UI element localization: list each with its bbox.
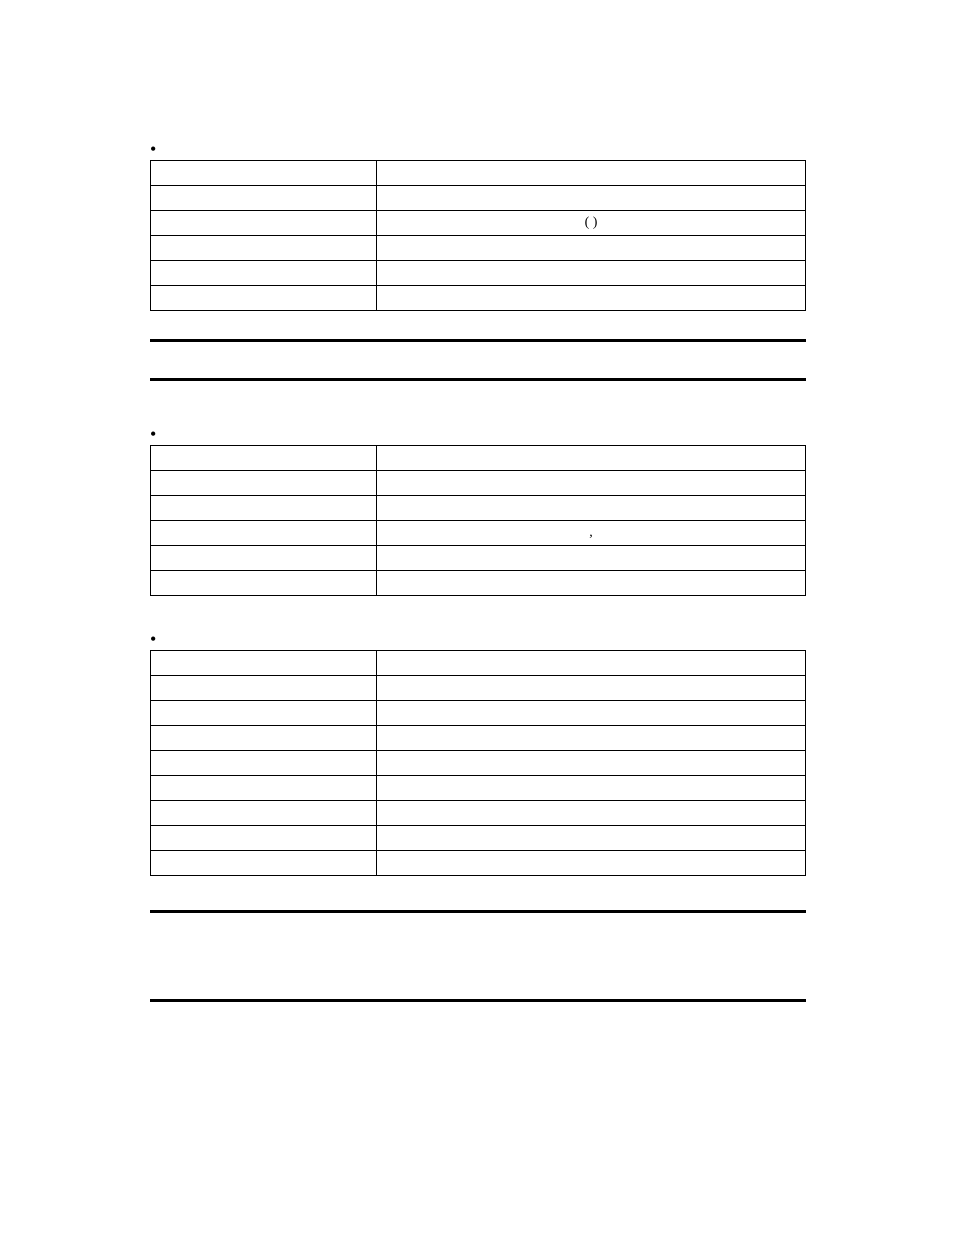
table-3 — [150, 650, 806, 876]
table-3-row-6-value — [376, 801, 805, 826]
table-1-row-2-value: ( ) — [376, 211, 805, 236]
table-1-row-5-label — [151, 286, 377, 311]
table-2-row-0-value — [376, 446, 805, 471]
table-3-row-8-value — [376, 851, 805, 876]
table-2-row-0-label — [151, 446, 377, 471]
table-2-row-5-label — [151, 571, 377, 596]
table-3-row-1-label — [151, 676, 377, 701]
table-2-row-2-value — [376, 496, 805, 521]
table-1-row-4-value — [376, 261, 805, 286]
bullet-2: • — [148, 425, 806, 443]
table-3-row-6-label — [151, 801, 377, 826]
table-3-row-5-value — [376, 776, 805, 801]
table-2-row-5-value — [376, 571, 805, 596]
section-2: • , — [148, 425, 806, 596]
table-1-row-0-value — [376, 161, 805, 186]
table-2-row-3-label — [151, 521, 377, 546]
table-3-row-0-value — [376, 651, 805, 676]
page: • ( ) • , • — [0, 0, 954, 1235]
table-3-row-4-value — [376, 751, 805, 776]
table-3-row-7-value — [376, 826, 805, 851]
section-1: • ( ) — [148, 140, 806, 311]
table-1-row-3-label — [151, 236, 377, 261]
table-3-row-2-label — [151, 701, 377, 726]
table-1-row-3-value — [376, 236, 805, 261]
table-3-row-7-label — [151, 826, 377, 851]
section-3: • — [148, 630, 806, 876]
table-3-row-8-label — [151, 851, 377, 876]
table-3-row-3-value — [376, 726, 805, 751]
table-3-row-3-label — [151, 726, 377, 751]
table-1-row-0-label — [151, 161, 377, 186]
table-1-row-4-label — [151, 261, 377, 286]
table-1: ( ) — [150, 160, 806, 311]
table-3-row-0-label — [151, 651, 377, 676]
gap-1 — [148, 342, 806, 378]
table-2-row-1-value — [376, 471, 805, 496]
table-3-row-4-label — [151, 751, 377, 776]
table-1-row-5-value — [376, 286, 805, 311]
gap-5 — [148, 913, 806, 999]
table-1-row-1-label — [151, 186, 377, 211]
divider-4 — [150, 999, 806, 1002]
bullet-1: • — [148, 140, 806, 158]
table-3-row-5-label — [151, 776, 377, 801]
table-2-row-4-label — [151, 546, 377, 571]
table-2: , — [150, 445, 806, 596]
gap-2 — [148, 381, 806, 425]
table-2-row-4-value — [376, 546, 805, 571]
table-3-row-2-value — [376, 701, 805, 726]
table-1-row-1-value — [376, 186, 805, 211]
bullet-3: • — [148, 630, 806, 648]
table-2-row-2-label — [151, 496, 377, 521]
table-2-row-3-value: , — [376, 521, 805, 546]
table-1-row-2-label — [151, 211, 377, 236]
table-2-row-1-label — [151, 471, 377, 496]
table-3-row-1-value — [376, 676, 805, 701]
